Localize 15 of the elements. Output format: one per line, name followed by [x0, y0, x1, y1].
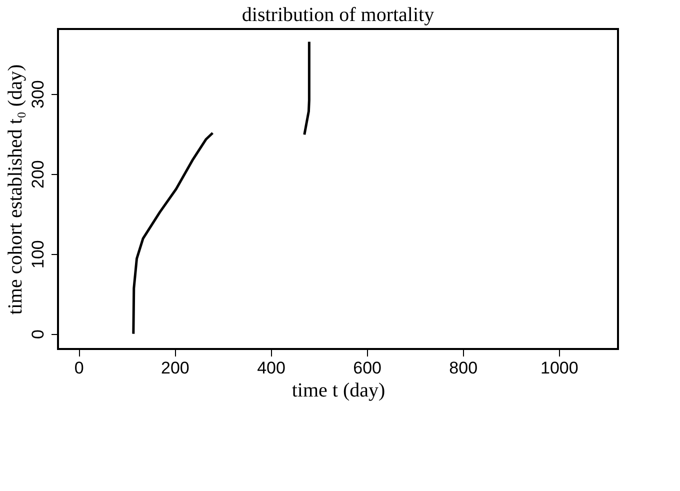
x-tick-label: 1000	[540, 358, 578, 378]
chart-title: distribution of mortality	[242, 4, 434, 26]
x-tick-label: 200	[161, 358, 190, 378]
x-axis-title: time t (day)	[292, 380, 386, 402]
y-axis-title: time cohort established t₀ (day)	[4, 64, 26, 315]
y-tick-label: 100	[28, 240, 48, 268]
line-series	[132, 132, 214, 336]
y-tick-label: 200	[28, 160, 48, 188]
line-series	[303, 40, 310, 136]
y-tick-label: 0	[28, 330, 48, 340]
x-tick-label: 800	[449, 358, 478, 378]
x-tick-label: 400	[257, 358, 286, 378]
x-tick-label: 0	[74, 358, 84, 378]
x-tick-label: 600	[353, 358, 382, 378]
y-tick-label: 300	[28, 80, 48, 108]
